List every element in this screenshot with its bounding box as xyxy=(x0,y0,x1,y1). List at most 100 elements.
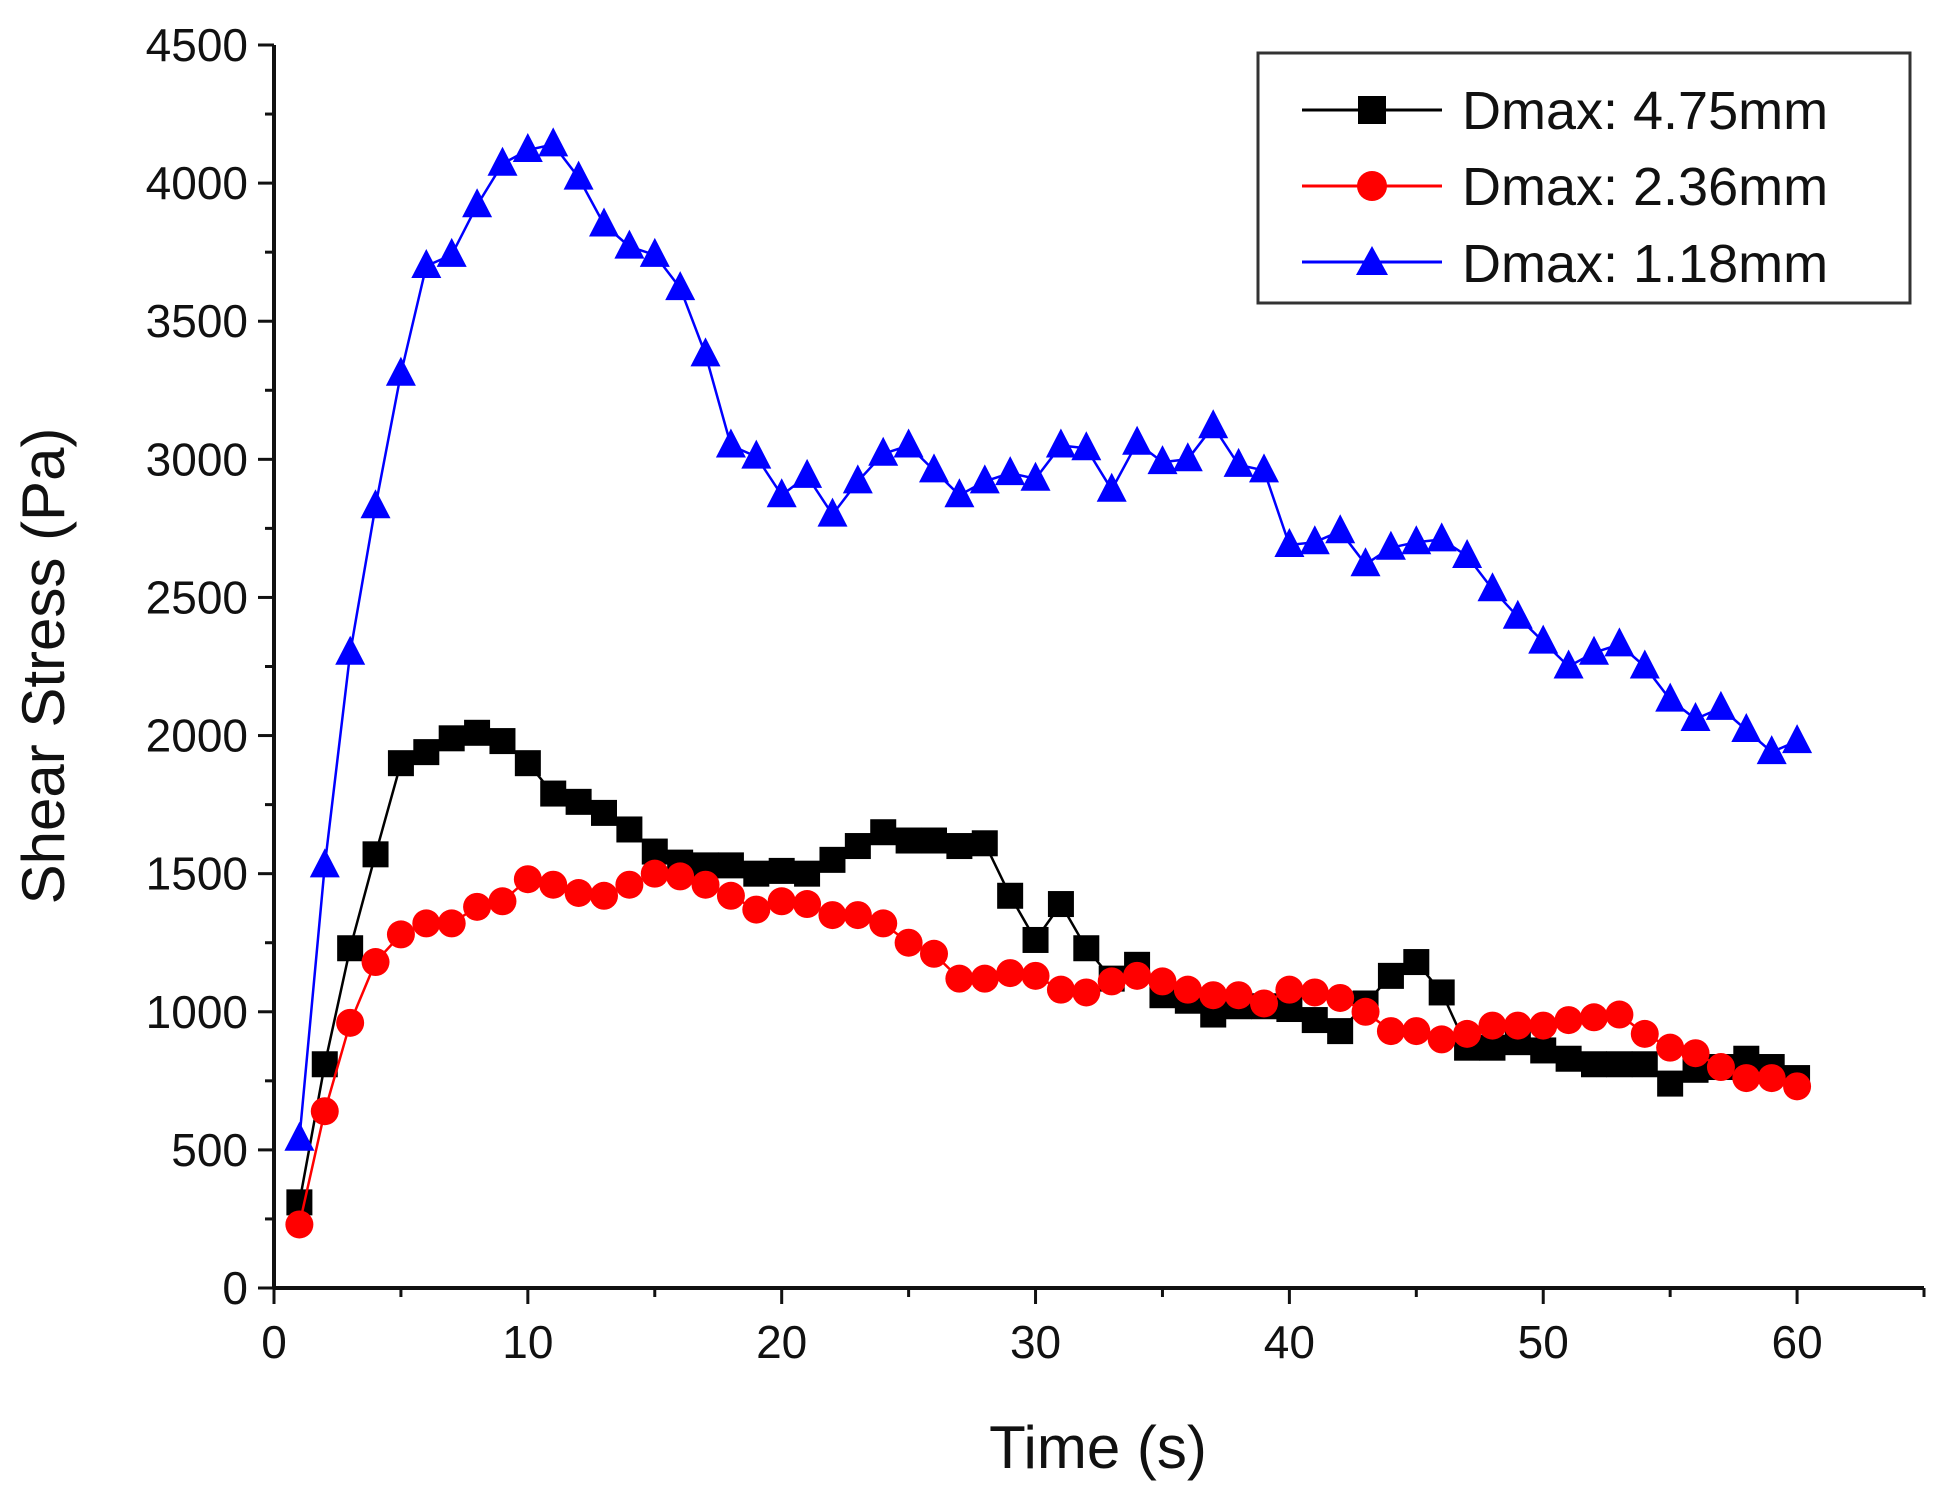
data-point xyxy=(589,207,619,237)
data-point xyxy=(1097,967,1126,996)
data-point xyxy=(386,920,415,949)
y-tick-label: 0 xyxy=(222,1262,248,1314)
data-point xyxy=(1326,983,1355,1012)
data-point xyxy=(387,750,414,777)
data-point xyxy=(1375,530,1406,560)
data-point xyxy=(1477,572,1508,602)
data-point xyxy=(1530,1037,1557,1064)
data-point xyxy=(1274,528,1305,557)
data-point xyxy=(665,271,696,301)
data-point xyxy=(1249,453,1279,483)
data-point xyxy=(1580,1003,1608,1032)
data-point xyxy=(944,478,975,508)
data-point xyxy=(512,133,543,162)
data-point xyxy=(590,881,618,910)
data-point xyxy=(1123,961,1152,990)
y-tick-label: 1000 xyxy=(146,986,248,1038)
y-tick-label: 3500 xyxy=(146,295,248,347)
data-point xyxy=(792,458,823,488)
data-point xyxy=(1782,724,1813,754)
data-point xyxy=(870,819,897,846)
data-point xyxy=(1147,445,1178,475)
data-point xyxy=(412,909,441,938)
data-point xyxy=(945,964,974,993)
data-point xyxy=(946,833,973,860)
data-point xyxy=(817,497,848,527)
data-point xyxy=(895,827,922,854)
data-point xyxy=(1072,978,1101,1007)
data-point xyxy=(818,901,847,930)
data-point xyxy=(1453,1019,1482,1048)
data-point xyxy=(1606,1051,1633,1078)
data-point xyxy=(1528,624,1559,654)
data-point xyxy=(691,870,720,899)
data-point xyxy=(715,428,746,458)
data-point xyxy=(1376,1017,1405,1046)
data-point xyxy=(413,739,440,766)
series-group xyxy=(284,127,1813,1239)
data-point xyxy=(793,890,822,919)
data-point xyxy=(1756,735,1787,765)
data-point xyxy=(1148,967,1177,996)
data-point xyxy=(1299,525,1330,555)
data-point xyxy=(970,964,999,993)
x-axis-title: Time (s) xyxy=(989,1414,1207,1481)
data-point xyxy=(1351,997,1380,1026)
data-point xyxy=(1071,431,1102,461)
data-point xyxy=(1427,1025,1456,1054)
data-point xyxy=(1655,682,1686,712)
data-point xyxy=(336,1008,365,1037)
y-tick-label: 2500 xyxy=(146,571,248,623)
data-point xyxy=(337,935,364,962)
data-point xyxy=(1605,1000,1634,1029)
data-point xyxy=(819,846,846,873)
data-point xyxy=(843,901,872,930)
data-point xyxy=(893,428,924,458)
legend-entry-dmax-2-36: Dmax: 2.36mm xyxy=(1302,157,1828,217)
data-point xyxy=(1325,514,1356,544)
data-point xyxy=(616,816,643,843)
data-point xyxy=(1022,926,1049,953)
data-point xyxy=(997,882,1024,909)
data-point xyxy=(1631,1051,1658,1078)
data-point xyxy=(462,188,493,218)
x-tick-label: 10 xyxy=(502,1316,553,1368)
data-point xyxy=(1301,1007,1328,1034)
data-point xyxy=(1198,409,1229,439)
data-point xyxy=(1705,690,1736,720)
data-point xyxy=(716,881,745,910)
data-point xyxy=(868,436,899,466)
legend-marker-dmax-2-36 xyxy=(1357,171,1387,201)
data-point xyxy=(411,249,442,278)
data-point xyxy=(1706,1053,1735,1082)
series-2 xyxy=(284,127,1813,1151)
data-point xyxy=(1681,1039,1710,1068)
data-point xyxy=(971,830,998,857)
data-point xyxy=(1426,522,1457,552)
x-tick-label: 30 xyxy=(1010,1316,1061,1368)
legend-label-dmax-2-36: Dmax: 2.36mm xyxy=(1462,157,1828,217)
data-point xyxy=(1045,428,1076,458)
data-point xyxy=(1073,935,1100,962)
data-point xyxy=(514,750,541,777)
data-point xyxy=(1553,649,1584,679)
data-point xyxy=(1300,978,1329,1007)
data-point xyxy=(1377,962,1404,989)
data-point xyxy=(1173,975,1202,1004)
data-point xyxy=(1021,961,1050,990)
data-point xyxy=(464,719,491,746)
data-point xyxy=(920,939,948,968)
data-point xyxy=(794,860,821,887)
y-axis-title: Shear Stress (Pa) xyxy=(10,428,77,905)
data-point xyxy=(489,728,516,755)
legend-label-dmax-1-18: Dmax: 1.18mm xyxy=(1462,234,1828,294)
data-point xyxy=(741,439,772,469)
legend: Dmax: 4.75mm Dmax: 2.36mm Dmax: 1.18mm xyxy=(1256,51,1912,305)
data-point xyxy=(591,799,617,826)
data-point xyxy=(1275,975,1304,1004)
data-point xyxy=(1428,979,1455,1006)
data-point xyxy=(563,160,594,190)
data-point xyxy=(438,725,465,752)
data-point xyxy=(564,879,593,908)
